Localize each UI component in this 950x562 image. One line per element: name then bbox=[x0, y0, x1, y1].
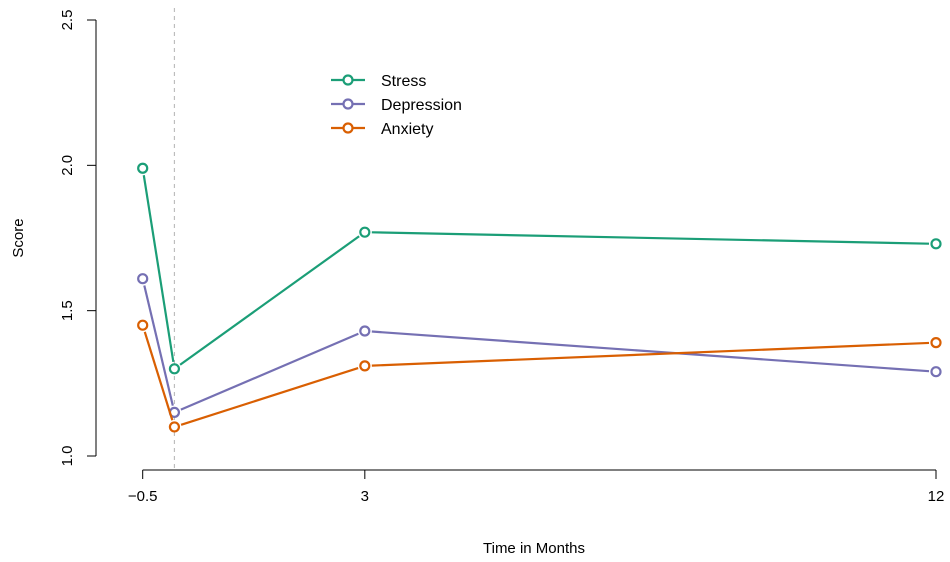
x-tick-label: 3 bbox=[361, 488, 369, 505]
x-axis-ticks: −0.5 3 12 bbox=[128, 470, 944, 505]
y-tick-label: 1.0 bbox=[59, 446, 76, 467]
y-axis-ticks: 1.0 1.5 2.0 2.5 bbox=[59, 10, 96, 467]
series-segment bbox=[143, 331, 174, 421]
data-point bbox=[137, 162, 149, 174]
series-segment bbox=[180, 366, 359, 426]
series-segment bbox=[143, 285, 174, 406]
data-point bbox=[359, 325, 371, 337]
data-point bbox=[930, 337, 942, 349]
x-axis-title: Time in Months bbox=[483, 540, 585, 557]
legend-item-anxiety: Anxiety bbox=[331, 121, 433, 138]
data-point bbox=[359, 226, 371, 238]
data-point bbox=[137, 273, 149, 285]
legend-label: Stress bbox=[381, 73, 426, 90]
series-segment bbox=[371, 341, 930, 367]
series-stress bbox=[137, 162, 942, 375]
data-point bbox=[168, 363, 181, 375]
data-point bbox=[168, 421, 181, 433]
data-point bbox=[930, 238, 942, 250]
legend-swatch-point bbox=[342, 122, 354, 134]
y-tick-label: 2.5 bbox=[59, 10, 76, 31]
x-tick-label: 12 bbox=[928, 488, 945, 505]
series-segment bbox=[371, 231, 930, 245]
y-tick-label: 1.5 bbox=[59, 300, 76, 321]
x-tick-label: −0.5 bbox=[128, 488, 158, 505]
legend-swatch-point bbox=[342, 74, 354, 86]
data-point bbox=[137, 319, 149, 331]
legend-label: Depression bbox=[381, 97, 462, 114]
data-point bbox=[930, 366, 942, 378]
series-segment bbox=[142, 174, 175, 363]
legend-item-stress: Stress bbox=[331, 73, 426, 90]
data-point bbox=[359, 360, 371, 372]
series-anxiety bbox=[137, 319, 942, 433]
legend-label: Anxiety bbox=[381, 121, 433, 138]
series-layer bbox=[137, 162, 942, 433]
y-tick-label: 2.0 bbox=[59, 155, 76, 176]
series-segment bbox=[180, 332, 359, 411]
legend-item-depression: Depression bbox=[331, 97, 462, 114]
series-depression bbox=[137, 273, 942, 418]
series-segment bbox=[371, 330, 930, 373]
series-segment bbox=[179, 235, 360, 366]
legend-swatch-point bbox=[342, 98, 354, 110]
y-axis-title: Score bbox=[10, 218, 27, 257]
legend: Stress Depression Anxiety bbox=[331, 73, 462, 138]
